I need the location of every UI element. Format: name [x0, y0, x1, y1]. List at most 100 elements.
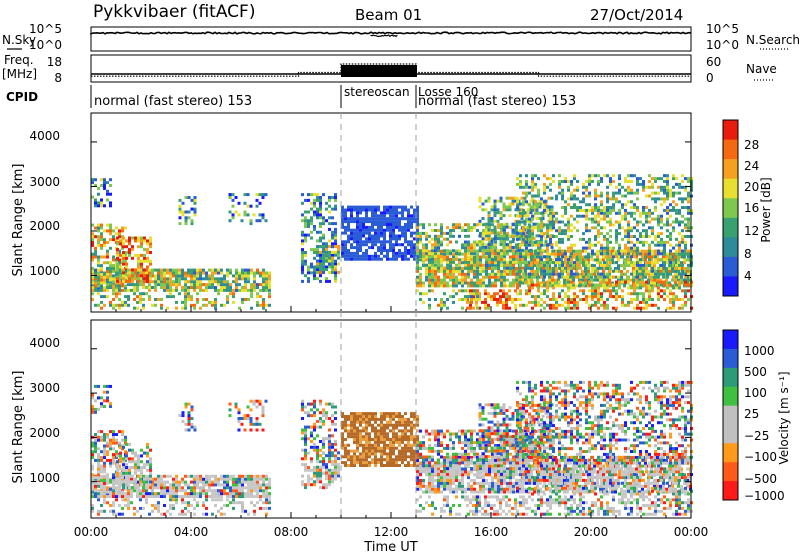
heatmap-cell — [334, 233, 337, 237]
heatmap-cell — [606, 240, 609, 244]
heatmap-cell — [648, 226, 651, 230]
heatmap-cell — [133, 489, 136, 493]
heatmap-cell — [157, 492, 160, 496]
heatmap-cell — [567, 258, 570, 262]
heatmap-cell — [301, 256, 304, 260]
heatmap-cell — [561, 298, 564, 301]
heatmap-cell — [485, 284, 488, 288]
heatmap-cell — [383, 237, 386, 241]
heatmap-cell — [169, 292, 172, 296]
heatmap-cell — [202, 483, 205, 487]
heatmap-cell — [612, 194, 615, 198]
heatmap-cell — [528, 217, 531, 221]
heatmap-cell — [591, 289, 594, 293]
heatmap-cell — [386, 220, 389, 224]
heatmap-cell — [452, 289, 455, 293]
heatmap-cell — [347, 237, 350, 241]
heatmap-cell — [665, 281, 668, 285]
heatmap-cell — [636, 263, 639, 267]
heatmap-cell — [193, 283, 196, 287]
heatmap-cell — [669, 188, 672, 192]
heatmap-cell — [91, 223, 94, 227]
heatmap-cell — [500, 252, 503, 256]
heatmap-cell — [642, 263, 645, 267]
heatmap-cell — [211, 480, 214, 484]
heatmap-cell — [627, 275, 630, 279]
heatmap-cell — [359, 234, 362, 238]
heatmap-cell — [347, 251, 350, 255]
heatmap-cell — [313, 198, 316, 202]
heatmap-cell — [502, 205, 506, 209]
heatmap-cell — [341, 223, 344, 226]
heatmap-cell — [520, 234, 524, 238]
heatmap-cell — [684, 226, 687, 230]
heatmap-cell — [566, 255, 569, 259]
heatmap-cell — [383, 240, 386, 244]
heatmap-cell — [648, 286, 651, 290]
heatmap-cell — [594, 220, 597, 224]
heatmap-cell — [531, 185, 534, 189]
heatmap-cell — [228, 196, 232, 199]
heatmap-cell — [497, 269, 500, 273]
heatmap-cell — [609, 229, 612, 233]
heatmap-cell — [226, 295, 229, 299]
heatmap-cell — [582, 292, 585, 296]
heatmap-cell — [437, 237, 440, 241]
heatmap-cell — [428, 255, 431, 259]
heatmap-cell — [368, 205, 371, 209]
heatmap-cell — [310, 271, 313, 275]
heatmap-cell — [244, 288, 247, 292]
heatmap-cell — [247, 489, 250, 493]
heatmap-cell — [627, 174, 630, 178]
heatmap-cell — [534, 295, 537, 299]
heatmap-cell — [262, 492, 265, 496]
heatmap-cell — [521, 278, 524, 282]
heatmap-cell — [97, 235, 100, 239]
heatmap-cell — [630, 191, 633, 195]
heatmap-cell — [452, 300, 455, 304]
heatmap-cell — [362, 228, 365, 232]
heatmap-cell — [488, 267, 491, 270]
heatmap-cell — [304, 216, 307, 220]
heatmap-cell — [508, 234, 512, 238]
heatmap-cell — [91, 241, 94, 244]
heatmap-cell — [467, 272, 470, 276]
heatmap-cell — [627, 292, 630, 296]
heatmap-cell — [341, 249, 344, 252]
heatmap-cell — [540, 197, 543, 201]
heatmap-cell — [502, 240, 506, 244]
heatmap-cell — [208, 477, 211, 481]
heatmap-cell — [609, 180, 612, 183]
heatmap-cell — [103, 271, 106, 275]
heatmap-cell — [632, 264, 635, 268]
heatmap-cell — [319, 230, 322, 234]
heatmap-cell — [151, 480, 154, 484]
heatmap-cell — [118, 249, 121, 253]
heatmap-cell — [143, 259, 146, 263]
heatmap-cell — [639, 280, 642, 284]
heatmap-cell — [214, 298, 217, 301]
heatmap-cell — [371, 246, 374, 250]
heatmap-cell — [620, 264, 623, 268]
heatmap-cell — [509, 263, 512, 267]
heatmap-cell — [386, 208, 389, 212]
heatmap-cell — [585, 217, 588, 221]
heatmap-cell — [112, 288, 115, 292]
heatmap-cell — [558, 261, 561, 264]
heatmap-cell — [371, 234, 374, 238]
heatmap-cell — [407, 240, 410, 244]
heatmap-cell — [516, 220, 519, 224]
heatmap-cell — [669, 261, 672, 264]
heatmap-cell — [684, 272, 687, 276]
heatmap-cell — [581, 269, 584, 273]
heatmap-cell — [449, 269, 452, 273]
heatmap-cell — [122, 251, 125, 254]
heatmap-cell — [558, 182, 561, 186]
heatmap-cell — [163, 495, 166, 498]
heatmap-cell — [663, 185, 666, 189]
heatmap-cell — [434, 260, 437, 264]
heatmap-cell — [552, 211, 555, 215]
heatmap-cell — [237, 201, 241, 205]
heatmap-cell — [573, 226, 576, 230]
heatmap-cell — [514, 208, 518, 212]
